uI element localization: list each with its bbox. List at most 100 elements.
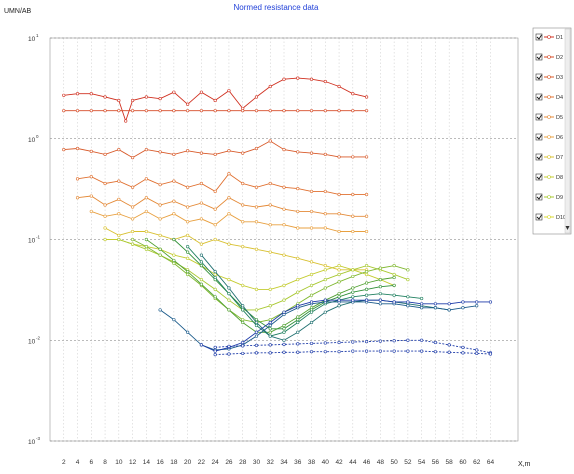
check-icon: [536, 214, 542, 220]
data-point: [351, 295, 355, 299]
data-point: [75, 146, 80, 151]
legend-checkbox[interactable]: [535, 113, 543, 121]
x-tick-label: 22: [198, 459, 206, 466]
data-point: [241, 109, 245, 113]
data-point: [213, 189, 217, 194]
data-point: [241, 318, 245, 322]
data-point: [323, 109, 327, 113]
data-point: [130, 155, 135, 160]
y-tick-exponent: -1: [36, 235, 40, 240]
data-point: [130, 242, 135, 246]
data-point: [144, 245, 148, 249]
data-point: [241, 320, 245, 325]
legend-item[interactable]: D3: [535, 73, 563, 81]
data-point: [282, 350, 286, 354]
data-point: [364, 287, 369, 291]
data-point: [323, 277, 327, 282]
x-tick-label: 54: [418, 459, 426, 466]
data-point: [254, 318, 259, 322]
series-layer: [62, 76, 493, 357]
data-point: [144, 196, 148, 200]
data-point: [268, 318, 272, 322]
scroll-down-arrow-icon[interactable]: [565, 226, 570, 230]
data-point: [254, 205, 259, 209]
legend-item[interactable]: D6: [535, 133, 563, 141]
y-axis-label: UMN/AB: [4, 8, 32, 15]
series-line: [77, 173, 367, 195]
legend-checkbox[interactable]: [535, 153, 543, 161]
data-point: [351, 340, 355, 344]
series-line: [118, 239, 409, 311]
data-point: [296, 187, 300, 191]
data-point: [309, 189, 314, 194]
scrollbar-track[interactable]: [564, 28, 571, 234]
legend-item[interactable]: D8: [535, 173, 563, 181]
data-point: [268, 351, 272, 355]
data-point: [227, 344, 231, 348]
legend-checkbox[interactable]: [535, 133, 543, 141]
data-point: [103, 181, 107, 186]
series-d5: [75, 194, 369, 218]
data-point: [296, 342, 300, 346]
data-point: [378, 266, 382, 270]
data-point: [213, 272, 217, 277]
data-point: [227, 149, 231, 153]
data-point: [309, 350, 314, 354]
data-point: [406, 338, 410, 342]
legend-checkbox[interactable]: [535, 173, 543, 181]
legend-item[interactable]: D9: [535, 193, 563, 201]
data-point: [227, 352, 231, 356]
data-point: [461, 351, 465, 355]
data-point: [420, 338, 424, 342]
legend-checkbox[interactable]: [535, 213, 543, 221]
legend-scrollbar[interactable]: [564, 28, 571, 234]
data-point: [447, 343, 451, 347]
data-point: [172, 318, 176, 322]
legend-item[interactable]: D7: [535, 153, 563, 161]
legend-item[interactable]: D10: [535, 213, 566, 221]
x-tick-label: 62: [473, 459, 481, 466]
data-point: [268, 330, 272, 334]
legend-item[interactable]: D1: [535, 33, 563, 41]
series-d1: [62, 76, 369, 123]
data-point: [186, 109, 190, 113]
data-point: [172, 261, 176, 265]
data-point: [296, 304, 300, 308]
legend-checkbox[interactable]: [535, 53, 543, 61]
legend-item[interactable]: D2: [535, 53, 563, 61]
x-tick-label: 30: [253, 459, 261, 466]
data-point: [227, 308, 231, 312]
data-point: [254, 334, 259, 338]
data-point: [282, 298, 286, 302]
x-tick-label: 64: [487, 459, 495, 466]
data-point: [475, 348, 479, 352]
data-point: [75, 92, 80, 96]
data-point: [282, 323, 286, 328]
legend-checkbox[interactable]: [535, 33, 543, 41]
data-point: [378, 339, 382, 343]
data-point: [158, 253, 162, 257]
legend-checkbox[interactable]: [535, 93, 543, 101]
legend-checkbox[interactable]: [535, 73, 543, 81]
legend-label: D5: [556, 115, 563, 121]
data-point: [144, 177, 148, 181]
data-point: [323, 310, 327, 314]
x-tick-labels: 2 4 6 8 10 12 14 16 18 20 22 24 26 28 30 32 34 36 38 40 42 44…: [62, 459, 495, 466]
data-point: [406, 268, 410, 272]
y-tick-base: 10: [28, 238, 36, 245]
x-tick-label: 34: [280, 459, 288, 466]
data-point: [158, 97, 162, 101]
data-point: [268, 203, 272, 207]
data-point: [488, 300, 493, 304]
data-point: [213, 275, 217, 280]
legend-item[interactable]: D5: [535, 113, 563, 121]
data-point: [89, 149, 93, 153]
data-point: [103, 109, 107, 113]
data-point: [158, 109, 162, 113]
legend-item[interactable]: D4: [535, 93, 563, 101]
x-tick-label: 36: [294, 459, 302, 466]
legend-checkbox[interactable]: [535, 193, 543, 201]
x-tick-label: 16: [157, 459, 165, 466]
check-icon: [536, 54, 542, 60]
data-point: [186, 256, 190, 260]
